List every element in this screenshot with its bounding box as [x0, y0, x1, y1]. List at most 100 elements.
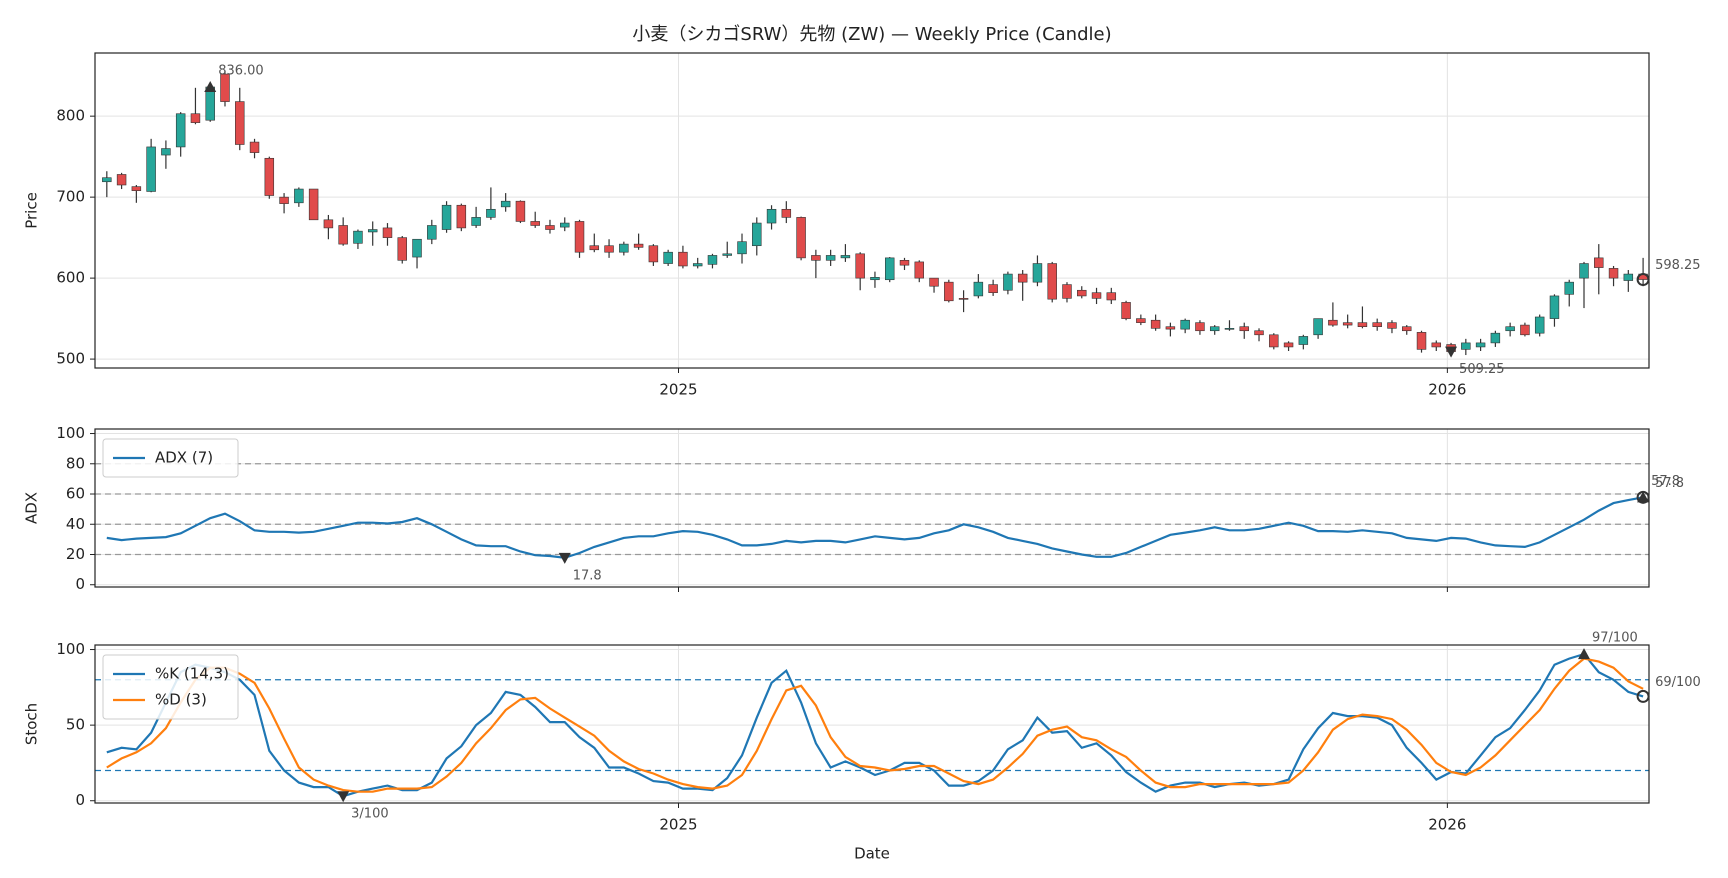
candle-body [1136, 318, 1146, 323]
candle-body [1505, 326, 1515, 332]
candle-body [131, 186, 142, 191]
legend-label: ADX (7) [155, 449, 213, 467]
candle-body [1209, 326, 1220, 332]
candle-body [486, 208, 496, 218]
annotation-label: 598.25 [1655, 258, 1701, 273]
last-marker [1636, 490, 1650, 504]
candle-body [264, 157, 275, 196]
candle-body [1047, 263, 1057, 300]
x-tick-label: 2025 [659, 816, 697, 834]
candle-body [988, 284, 998, 293]
candle-body [353, 230, 363, 244]
candle-body [944, 281, 954, 302]
candle-body [515, 200, 526, 222]
candle-body [1298, 336, 1309, 345]
series-line [106, 496, 1644, 559]
min-marker [1445, 346, 1458, 358]
candle-body [412, 238, 422, 258]
candle-body [707, 255, 718, 265]
y-tick-label: 0 [75, 791, 85, 809]
candle-body [1032, 263, 1043, 283]
candle-body [722, 253, 732, 256]
candle-body [1342, 322, 1353, 326]
candle-body [781, 208, 792, 218]
candle-body [1195, 322, 1205, 332]
candle-body [1402, 326, 1412, 332]
candle-body [382, 227, 393, 238]
y-tick-label: 600 [56, 269, 85, 287]
candle-body [589, 245, 600, 251]
candle-body [958, 298, 969, 300]
annotation-label: 57.8 [1651, 474, 1680, 489]
plot-frame [94, 428, 1650, 588]
candle-body [1121, 302, 1131, 319]
max-marker [1578, 648, 1591, 660]
candle-body [116, 174, 127, 186]
candle-body [1062, 284, 1072, 299]
candle-body [1416, 332, 1427, 350]
candle-body [1520, 324, 1530, 336]
candle-body [663, 251, 673, 264]
candle-body [1328, 319, 1338, 326]
candle-body [1283, 342, 1294, 348]
x-tick-label: 2026 [1428, 816, 1466, 834]
candle-body [914, 261, 925, 279]
candle-body [1077, 289, 1087, 297]
candle-body [1091, 292, 1102, 299]
candle-body [1387, 322, 1397, 329]
legend-label: %D (3) [155, 691, 207, 709]
annotation-label: 509.25 [1459, 362, 1505, 377]
x-axis-label: Date [854, 845, 890, 863]
candle-body [899, 260, 910, 266]
y-axis-label: Stoch [23, 703, 41, 745]
candle-body [294, 188, 304, 204]
y-tick-label: 40 [66, 515, 85, 533]
candle-body [692, 263, 703, 267]
y-tick-label: 100 [56, 640, 85, 658]
plot-frame [94, 52, 1650, 369]
legend-box [102, 438, 239, 478]
candle-body [1475, 342, 1486, 348]
candle-body [175, 113, 186, 148]
candle-body [560, 222, 570, 228]
min-marker [558, 552, 571, 564]
y-tick-label: 800 [56, 107, 85, 125]
annotation-label: 69/100 [1655, 675, 1701, 690]
candle-body [752, 222, 762, 247]
candle-body [648, 245, 659, 263]
candle-body [500, 200, 511, 208]
candle-body [1165, 326, 1176, 330]
min-marker [337, 791, 350, 803]
candle-body [1623, 273, 1634, 281]
candle-body [427, 225, 437, 240]
candle-body [1224, 328, 1235, 330]
candle-body [1372, 322, 1382, 328]
candle-body [855, 253, 865, 279]
series-line [106, 657, 1644, 793]
candle-body [1564, 281, 1574, 295]
candle-body [1017, 273, 1028, 283]
annotation-label: 57.8 [1655, 476, 1684, 491]
candle-body [190, 113, 201, 123]
candle-body [1594, 257, 1604, 268]
y-axis-label: Price [23, 192, 41, 229]
candle-body [1180, 319, 1190, 330]
candle-body [1431, 342, 1442, 348]
legend-box [102, 654, 239, 720]
candle-body [161, 148, 171, 156]
candle-body [1239, 326, 1249, 332]
annotation-label: 97/100 [1592, 631, 1638, 646]
candle-body [1461, 342, 1471, 350]
candle-body [1534, 316, 1545, 334]
y-axis-label: ADX [23, 492, 41, 524]
candle-body [441, 204, 452, 230]
y-tick-label: 0 [75, 575, 85, 593]
last-marker [1636, 273, 1650, 287]
candle-body [102, 177, 112, 183]
last-marker [1636, 689, 1650, 703]
x-tick-label: 2025 [659, 381, 697, 399]
candle-body [1003, 273, 1013, 291]
candle-body [235, 101, 245, 145]
y-tick-label: 500 [56, 350, 85, 368]
